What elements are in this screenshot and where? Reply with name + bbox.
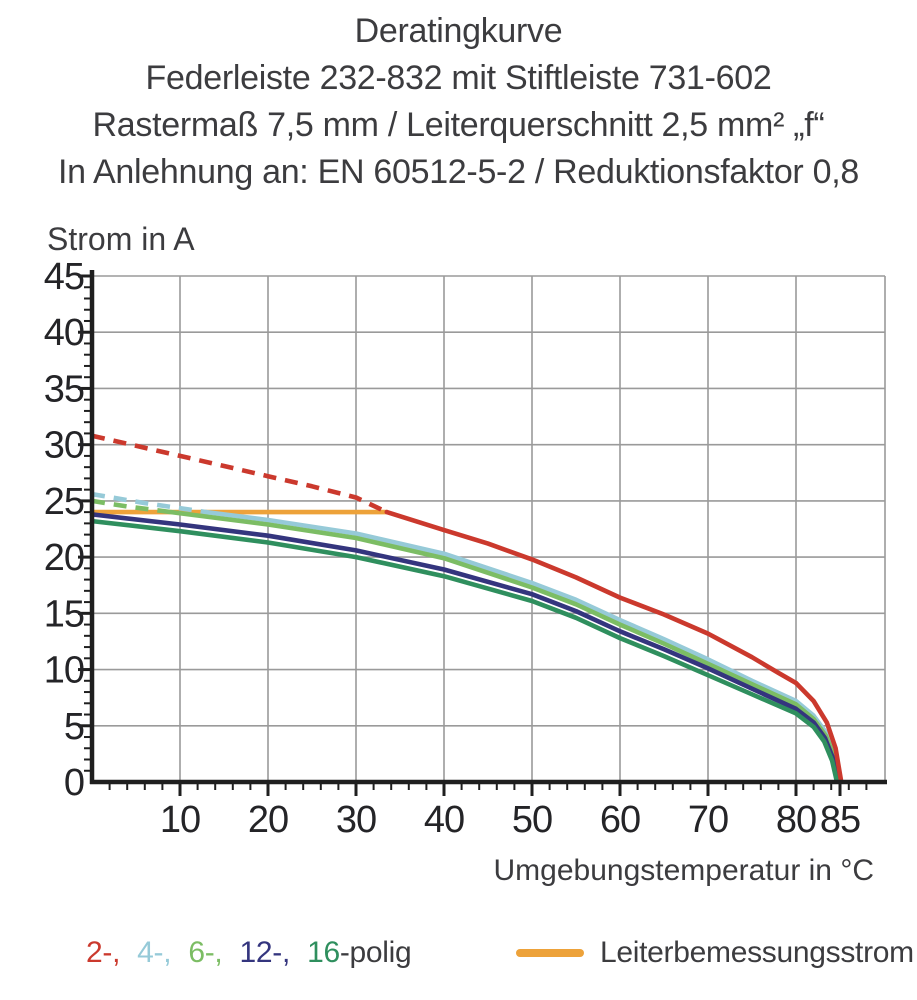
- x-tick-label: 85: [820, 799, 860, 841]
- series-2-polig-solid-line: [384, 509, 844, 783]
- x-tick-label: 30: [336, 799, 376, 841]
- x-tick-label: 70: [688, 799, 728, 841]
- rated-current-line-swatch: [516, 949, 584, 957]
- curve-layer: [89, 433, 844, 783]
- legend-pole-4: 4-,: [137, 936, 172, 969]
- y-tick-label: 40: [44, 312, 84, 354]
- y-tick-label: 20: [44, 537, 84, 579]
- y-tick-label: 0: [64, 762, 84, 804]
- y-tick-label: 5: [64, 706, 84, 748]
- y-tick-label: 25: [44, 481, 84, 523]
- x-tick-label: 60: [600, 799, 640, 841]
- y-tick-label: 15: [44, 593, 84, 635]
- chart-title-block: Deratingkurve Federleiste 232-832 mit St…: [0, 8, 917, 196]
- y-tick-label: 30: [44, 425, 84, 467]
- y-tick-label: 35: [44, 368, 84, 410]
- legend-poles: 2-, 4-, 6-, 12-, 16-polig: [86, 936, 412, 970]
- x-tick-label: 50: [512, 799, 552, 841]
- chart-title-line-2: Federleiste 232-832 mit Stiftleiste 731-…: [145, 59, 772, 97]
- series-4-polig-dashed-line: [91, 491, 207, 515]
- legend-rated-current: Leiterbemessungsstrom: [516, 936, 914, 970]
- chart-title-line-1: Deratingkurve: [354, 12, 563, 50]
- legend-pole-16: 16: [307, 936, 340, 969]
- legend-pole-suffix: -polig: [339, 936, 412, 969]
- y-tick-label: 45: [44, 256, 84, 298]
- legend-pole-12: 12-,: [239, 936, 291, 969]
- axis-layer: [78, 270, 887, 796]
- series-16-polig-solid-line: [89, 518, 839, 783]
- series-2-polig-dashed-line: [91, 433, 388, 515]
- chart-title-line-3: Rastermaß 7,5 mm / Leiterquerschnitt 2,5…: [92, 106, 825, 144]
- tick-label-layer: 0 5 10 15 20 25 30 35 40 45 10 20 30 40 50 60 70 80 85: [44, 256, 861, 841]
- x-tick-label: 40: [424, 799, 464, 841]
- legend-pole-6: 6-,: [188, 936, 223, 969]
- y-tick-label: 10: [44, 650, 84, 692]
- x-axis-title: Umgebungstemperatur in °C: [493, 854, 874, 887]
- chart-title-line-4: In Anlehnung an: EN 60512-5-2 / Reduktio…: [58, 153, 859, 191]
- series-4-polig-solid-line: [204, 509, 842, 783]
- series-6-polig-dashed-line: [91, 498, 172, 515]
- x-tick-label: 20: [248, 799, 288, 841]
- legend-pole-2: 2-,: [86, 936, 121, 969]
- y-axis-title: Strom in A: [47, 221, 195, 257]
- rated-current-label: Leiterbemessungsstrom: [600, 936, 914, 969]
- x-tick-label: 10: [160, 799, 200, 841]
- series-6-polig-solid-line: [168, 509, 841, 783]
- series-12-polig-solid-line: [89, 512, 840, 783]
- x-tick-label: 80: [776, 799, 816, 841]
